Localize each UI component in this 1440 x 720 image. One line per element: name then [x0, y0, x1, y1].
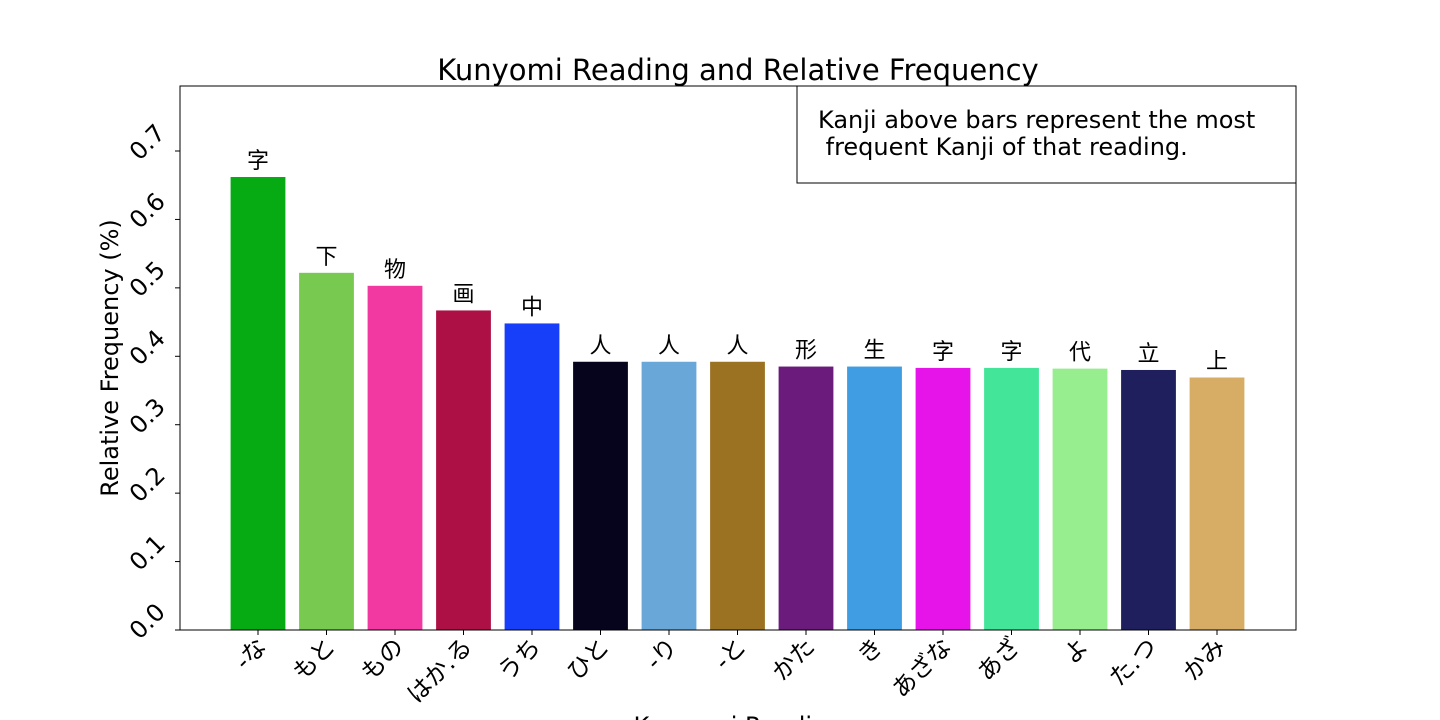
bar-13 — [1121, 369, 1176, 630]
chart-title: Kunyomi Reading and Relative Frequency — [437, 53, 1038, 87]
x-tick-label-1: もと — [287, 632, 340, 685]
bars-group — [230, 177, 1245, 630]
bar-7 — [710, 361, 765, 630]
x-tick-label-6: -り — [640, 632, 683, 675]
x-tick-label-12: よ — [1057, 632, 1094, 669]
bar-14 — [1189, 377, 1245, 630]
x-tick-label-0: -な — [229, 632, 272, 675]
bar-kanji-label-2: 物 — [384, 258, 406, 283]
bar-kanji-label-1: 下 — [315, 245, 337, 270]
bar-kanji-label-8: 形 — [795, 339, 817, 364]
x-tick-label-7: -と — [709, 632, 752, 675]
y-tick-label-2: 0.2 — [124, 461, 171, 508]
y-tick-label-1: 0.1 — [124, 530, 171, 577]
bar-kanji-label-0: 字 — [247, 149, 269, 174]
x-tick-label-3: はか.る — [402, 632, 478, 708]
bar-kanji-label-7: 人 — [726, 334, 748, 359]
x-axis: -な もと ものはか.る うち ひと -り -と かた きあざな あざよた.つ かみ — [229, 630, 1231, 709]
annotation-line-2: frequent Kanji of that reading. — [818, 133, 1188, 161]
x-tick-label-5: ひと — [562, 632, 615, 685]
bar-12 — [1052, 368, 1108, 630]
bar-10 — [915, 367, 971, 630]
bar-kanji-label-13: 立 — [1137, 342, 1159, 367]
bar-4 — [504, 323, 560, 630]
y-tick-label-0: 0.0 — [124, 598, 171, 645]
y-axis: 0.0 0.1 0.2 0.3 0.4 0.5 0.6 0.7 — [124, 119, 180, 645]
bar-5 — [573, 361, 628, 630]
annotation-box: Kanji above bars represent the most freq… — [796, 85, 1297, 184]
bar-kanji-label-4: 中 — [521, 295, 543, 320]
bar-11 — [984, 367, 1039, 630]
y-tick-label-5: 0.5 — [124, 256, 171, 303]
plot-frame — [179, 85, 1297, 631]
y-tick-label-6: 0.6 — [124, 187, 171, 234]
x-tick-label-13: た.つ — [1104, 632, 1163, 691]
bar-kanji-label-9: 生 — [863, 339, 885, 364]
y-tick-label-7: 0.7 — [124, 119, 171, 166]
bar-0 — [230, 177, 286, 630]
bar-labels-group: 字下物画中人人人形生字字代立上 — [247, 149, 1228, 374]
y-axis-label: Relative Frequency (%) — [96, 219, 124, 497]
bar-kanji-label-12: 代 — [1069, 341, 1091, 366]
x-tick-label-11: あざ — [972, 632, 1026, 686]
bar-kanji-label-10: 字 — [932, 340, 954, 365]
y-tick-label-3: 0.3 — [124, 393, 171, 440]
bar-9 — [847, 366, 902, 630]
bar-1 — [299, 272, 354, 630]
x-axis-label: Kunyomi Reading — [634, 712, 843, 720]
bar-kanji-label-6: 人 — [658, 334, 680, 359]
bar-kanji-label-11: 字 — [1000, 340, 1022, 365]
x-tick-label-8: かた — [767, 632, 821, 686]
bar-kanji-label-5: 人 — [589, 334, 611, 359]
bar-6 — [641, 361, 697, 630]
x-tick-label-4: うち — [493, 632, 547, 686]
bar-kanji-label-3: 画 — [452, 282, 474, 307]
y-tick-label-4: 0.4 — [124, 324, 171, 371]
x-tick-label-14: かみ — [1178, 632, 1232, 686]
bar-kanji-label-14: 上 — [1206, 350, 1228, 375]
bar-8 — [778, 366, 834, 630]
x-tick-label-10: あざな — [887, 632, 958, 703]
x-tick-label-2: もの — [356, 632, 410, 686]
bar-3 — [436, 310, 491, 630]
annotation-frame — [796, 85, 1297, 184]
bar-2 — [367, 285, 423, 630]
x-tick-label-9: き — [852, 632, 889, 669]
annotation-line-1: Kanji above bars represent the most — [818, 106, 1255, 134]
